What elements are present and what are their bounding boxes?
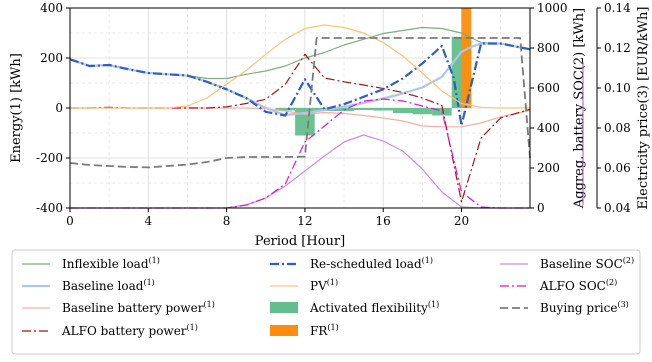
flexibility-bar	[373, 108, 393, 111]
y-tick-label: 400	[40, 1, 63, 15]
y-tick-label-right1: 0	[537, 201, 545, 215]
x-axis: 0 4 8 12 16 20 Period [Hour]	[66, 208, 469, 249]
fr-bar	[461, 8, 472, 108]
series-line-pv	[70, 24, 530, 109]
y-tick-label-right1: 600	[537, 81, 560, 95]
x-tick-label: 16	[376, 214, 391, 228]
y-tick-label-right2: 0.04	[604, 201, 631, 215]
x-tick-label: 4	[144, 214, 152, 228]
x-tick-label: 0	[66, 214, 74, 228]
legend-label: PV(1)	[310, 278, 338, 293]
legend-swatch-activated-flexibility	[270, 302, 298, 313]
legend-label: Re-scheduled load(1)	[310, 256, 433, 271]
legend-label: ALFO battery power(1)	[61, 323, 198, 338]
legend-label: Baseline battery power(1)	[62, 300, 215, 315]
y-tick-label-right1: 1000	[537, 1, 568, 15]
flexibility-bar	[412, 108, 433, 115]
y-tick-label: 0	[55, 101, 63, 115]
y-axis-title-right-price: Electricity price(3) [EUR/kWh]	[636, 7, 651, 210]
y-tick-label-right2: 0.14	[604, 1, 631, 15]
legend-label: Activated flexibility(1)	[309, 300, 439, 315]
y-tick-label: 200	[40, 51, 63, 65]
y-tick-label-right1: 800	[537, 41, 560, 55]
y-axis-right-soc: 0 200 400 600 800 1000 Aggreg. battery SOC(2) …	[530, 1, 587, 215]
y-tick-label-right1: 200	[537, 161, 560, 175]
flexibility-bar	[275, 108, 296, 111]
legend-label: Baseline load(1)	[62, 278, 155, 293]
y-tick-label-right2: 0.06	[604, 161, 631, 175]
x-tick-label: 20	[454, 214, 469, 228]
legend-swatch-fr	[270, 325, 298, 336]
y-tick-label: -200	[36, 151, 63, 165]
legend: Inflexible load(1) Baseline load(1) Baseli…	[11, 249, 641, 355]
legend-box	[11, 249, 641, 355]
y-axis-left: -400 -200 0 200 400 Energy(1) [kWh]	[9, 1, 70, 215]
legend-label: Baseline SOC(2)	[540, 256, 634, 271]
y-tick-label-right2: 0.08	[604, 121, 631, 135]
series-line-buying-price	[69, 37, 531, 169]
series-line-re-scheduled-load	[69, 42, 531, 127]
y-axis-right-price: 0.04 0.06 0.08 0.10 0.12 0.14 Electricity pric…	[596, 1, 651, 215]
y-axis-title-right-soc: Aggreg. battery SOC(2) [kWh]	[572, 8, 587, 209]
y-tick-label-right1: 400	[537, 121, 560, 135]
x-tick-label: 12	[297, 214, 312, 228]
legend-label: Inflexible load(1)	[62, 256, 160, 271]
y-tick-label-right2: 0.12	[604, 41, 631, 55]
y-axis-title-left: Energy(1) [kWh]	[9, 53, 24, 163]
y-tick-label-right2: 0.10	[604, 81, 631, 95]
x-axis-title: Period [Hour]	[255, 234, 345, 249]
legend-label: Buying price(3)	[540, 300, 629, 315]
legend-label: FR(1)	[310, 323, 339, 338]
legend-label: ALFO SOC(2)	[539, 278, 617, 293]
flexibility-bar	[353, 108, 374, 110]
flexibility-bar	[392, 108, 413, 113]
x-tick-label: 8	[223, 214, 231, 228]
y-tick-label: -400	[36, 201, 63, 215]
